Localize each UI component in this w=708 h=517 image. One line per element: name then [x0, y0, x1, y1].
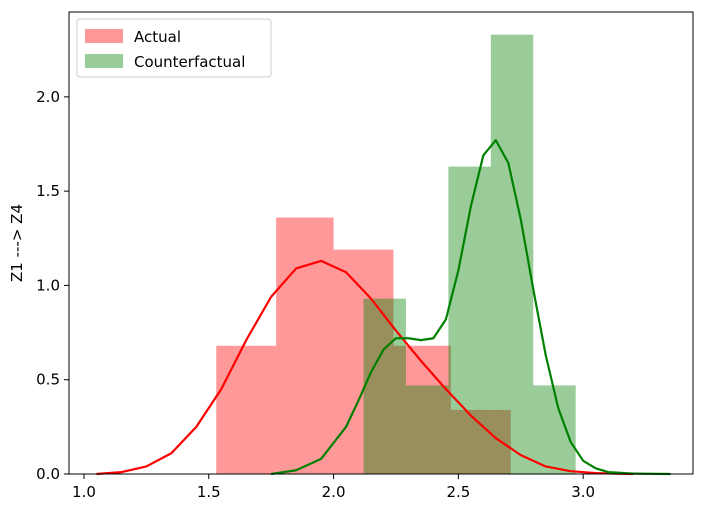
legend-swatch-actual — [85, 29, 123, 43]
plot-frame — [68, 11, 694, 475]
y-tick-label: 1.0 — [36, 276, 60, 294]
x-tick-label: 1.0 — [72, 483, 96, 501]
x-tick-label: 3.0 — [571, 483, 595, 501]
bar-counterfactual-1 — [405, 385, 449, 474]
bar-counterfactual-4 — [533, 385, 576, 474]
bar-actual-1 — [276, 217, 334, 475]
axes: 1.0 1.5 2.0 2.5 3.0 0.0 0.5 1.0 1.5 2.0 — [36, 11, 694, 501]
y-tick-label: 0.0 — [36, 465, 60, 483]
legend-label-actual: Actual — [134, 28, 181, 46]
y-tick-label: 0.5 — [36, 371, 60, 389]
x-tick-label: 2.0 — [322, 483, 346, 501]
bar-actual-2 — [333, 249, 394, 474]
bar-actual-0 — [216, 345, 277, 474]
kde-curve-actual — [96, 259, 634, 476]
kde-curve-counterfactual — [271, 139, 671, 476]
legend-box — [76, 18, 272, 78]
x-tick-label: 2.5 — [446, 483, 470, 501]
x-tick-label: 1.5 — [197, 483, 221, 501]
legend: Actual Counterfactual — [76, 18, 272, 78]
bar-actual-3 — [393, 345, 451, 474]
y-axis-label: Z1 ---> Z4 — [8, 204, 26, 282]
y-tick-label: 2.0 — [36, 88, 60, 106]
y-tick-label: 1.5 — [36, 182, 60, 200]
bar-counterfactual-0 — [363, 298, 406, 474]
plot-area — [96, 34, 671, 476]
legend-label-counterfactual: Counterfactual — [134, 53, 245, 71]
legend-swatch-counterfactual — [85, 54, 123, 68]
